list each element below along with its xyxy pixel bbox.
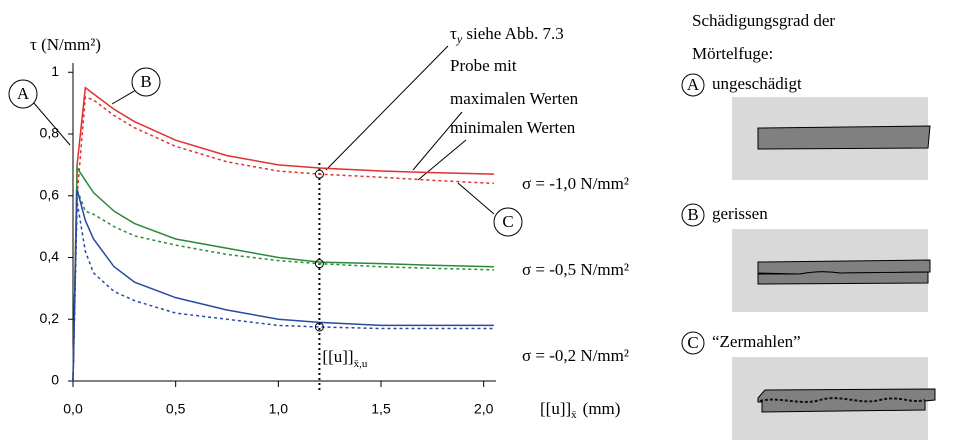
- y-axis-label: τ (N/mm²): [30, 35, 101, 54]
- x-tick-label: 2,0: [474, 401, 494, 417]
- callout-letter: B: [140, 72, 151, 91]
- x-tick-label: 0,5: [166, 401, 186, 417]
- panel-letter: C: [687, 333, 698, 352]
- marker-point: [314, 169, 324, 179]
- callout-circle: [8, 79, 38, 109]
- marker-label-sub: x̄,u: [354, 358, 368, 370]
- panel-circle: [681, 203, 705, 227]
- marker-label: [[u]]x̄,u: [322, 347, 367, 370]
- x-tick-label: 1,0: [269, 401, 289, 417]
- sigma-label: σ = -0,5 N/mm²: [522, 260, 629, 279]
- marker-label-main: [[u]]: [322, 347, 353, 366]
- series-line: [72, 95, 494, 382]
- marker-point: [314, 259, 324, 269]
- panel-circle: [681, 73, 705, 97]
- panel-circle: [681, 331, 705, 355]
- panel-graphics: [732, 97, 936, 440]
- callout-circle: [493, 207, 523, 237]
- callout-circle: [131, 67, 161, 97]
- panel-title: Mörtelfuge:: [692, 44, 773, 63]
- y-tick-label: 0,8: [40, 125, 60, 141]
- marker-point: [314, 322, 324, 332]
- panel-title: Schädigungsgrad der: [692, 11, 835, 30]
- panel-letter: A: [687, 75, 700, 94]
- series-line: [72, 165, 494, 382]
- panel-label: ungeschädigt: [712, 74, 802, 93]
- y-tick-label: 0,2: [40, 310, 60, 326]
- x-tick-label: 1,5: [371, 401, 391, 417]
- note: τy siehe Abb. 7.3: [450, 24, 564, 46]
- series-line: [72, 189, 494, 382]
- sigma-label: σ = -0,2 N/mm²: [522, 346, 629, 365]
- x-tick-label: 0,0: [63, 401, 83, 417]
- note: Probe mit: [450, 56, 517, 75]
- panel-letter: B: [687, 205, 698, 224]
- arrows: [32, 45, 495, 215]
- callout-letter: A: [17, 84, 30, 103]
- panel-label: gerissen: [712, 204, 768, 223]
- y-tick-label: 0,4: [40, 248, 60, 264]
- panel-label: “Zermahlen”: [712, 332, 801, 351]
- note: maximalen Werten: [450, 89, 579, 108]
- note: minimalen Werten: [450, 118, 576, 137]
- y-tick-label: 1: [51, 63, 59, 79]
- series-line: [72, 201, 494, 382]
- sigma-label: σ = -1,0 N/mm²: [522, 174, 629, 193]
- x-axis-label: [[u]]x̄ (mm): [540, 399, 620, 421]
- series-line: [72, 86, 494, 382]
- y-tick-label: 0,6: [40, 186, 60, 202]
- callout-letter: C: [502, 212, 513, 231]
- series-line: [72, 189, 494, 382]
- y-tick-label: 0: [51, 372, 59, 388]
